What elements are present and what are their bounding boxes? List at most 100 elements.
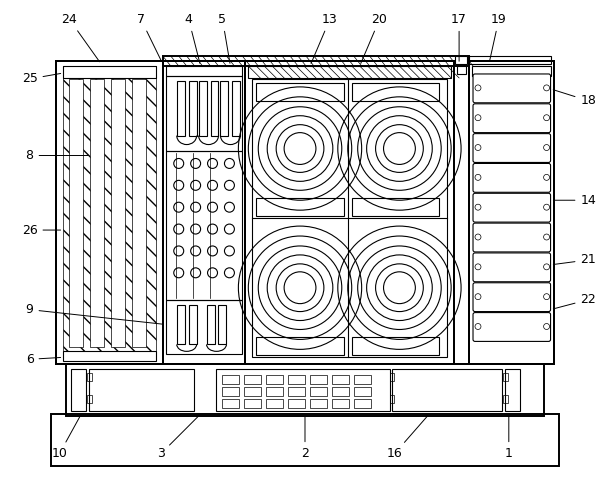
Bar <box>288 375 305 384</box>
Text: 5: 5 <box>218 13 230 63</box>
Text: 18: 18 <box>553 90 596 108</box>
Bar <box>88 373 92 381</box>
Bar <box>188 81 196 136</box>
Bar <box>257 83 344 101</box>
Bar <box>393 369 502 411</box>
Bar <box>503 373 508 381</box>
Bar <box>132 79 146 348</box>
Text: 6: 6 <box>26 353 61 366</box>
Text: 4: 4 <box>185 13 200 63</box>
FancyBboxPatch shape <box>473 74 551 103</box>
Bar <box>266 387 283 396</box>
Text: 2: 2 <box>301 417 309 460</box>
Bar <box>57 61 163 364</box>
Bar <box>111 79 125 348</box>
Bar <box>266 375 283 384</box>
Text: 3: 3 <box>157 416 199 460</box>
Bar <box>166 66 243 76</box>
Text: 8: 8 <box>26 149 88 162</box>
Bar <box>90 79 104 348</box>
Bar <box>57 61 553 364</box>
Bar <box>223 375 240 384</box>
Text: 14: 14 <box>553 194 596 207</box>
Bar <box>457 66 466 74</box>
Bar <box>63 66 156 78</box>
Bar <box>66 364 544 416</box>
Bar <box>88 395 92 403</box>
Bar <box>266 399 283 408</box>
Bar <box>223 387 240 396</box>
Text: 1: 1 <box>505 417 513 460</box>
Text: 19: 19 <box>489 13 506 61</box>
Bar <box>246 61 454 364</box>
Bar <box>244 387 261 396</box>
Bar <box>472 66 551 76</box>
Bar <box>71 369 86 411</box>
Bar <box>310 375 327 384</box>
Bar <box>163 61 246 364</box>
Bar <box>244 399 261 408</box>
Bar <box>166 76 243 151</box>
Bar <box>199 81 207 136</box>
Bar <box>455 56 467 64</box>
Bar <box>390 373 395 381</box>
Bar <box>257 337 344 355</box>
FancyBboxPatch shape <box>473 193 551 222</box>
Text: 24: 24 <box>61 13 100 62</box>
Bar <box>223 399 240 408</box>
Bar <box>210 81 218 136</box>
Bar <box>351 198 439 216</box>
Bar <box>351 337 439 355</box>
Bar <box>244 375 261 384</box>
FancyBboxPatch shape <box>473 223 551 252</box>
Bar <box>252 79 447 357</box>
Text: 13: 13 <box>311 13 337 63</box>
Bar <box>354 375 371 384</box>
Bar <box>63 351 156 361</box>
Text: 10: 10 <box>52 417 80 460</box>
Bar <box>248 66 451 78</box>
Text: 17: 17 <box>451 13 467 61</box>
Bar <box>390 395 395 403</box>
Bar <box>288 399 305 408</box>
Bar <box>505 369 520 411</box>
Bar <box>288 387 305 396</box>
Bar <box>166 151 243 300</box>
FancyBboxPatch shape <box>473 253 551 282</box>
Bar <box>354 387 371 396</box>
Bar <box>215 369 390 411</box>
Bar <box>177 305 185 344</box>
FancyBboxPatch shape <box>473 104 551 132</box>
Text: 9: 9 <box>26 303 163 324</box>
Bar <box>351 83 439 101</box>
Bar <box>454 61 469 364</box>
FancyBboxPatch shape <box>473 133 551 162</box>
Text: 26: 26 <box>22 224 61 237</box>
Bar <box>469 61 553 364</box>
Bar <box>332 399 349 408</box>
Text: 22: 22 <box>553 293 596 309</box>
Bar <box>69 79 83 348</box>
Bar <box>188 305 196 344</box>
Bar <box>63 66 156 78</box>
Bar <box>257 198 344 216</box>
Text: 21: 21 <box>553 253 596 266</box>
Bar <box>221 81 229 136</box>
FancyBboxPatch shape <box>473 283 551 312</box>
Bar <box>163 56 469 66</box>
Bar <box>354 399 371 408</box>
FancyBboxPatch shape <box>473 312 551 341</box>
Bar <box>469 56 551 64</box>
Text: 16: 16 <box>387 416 427 460</box>
Text: 7: 7 <box>137 13 162 61</box>
Bar <box>232 81 240 136</box>
Bar <box>63 69 156 355</box>
Bar <box>89 369 193 411</box>
Text: 25: 25 <box>22 72 61 85</box>
Bar <box>332 387 349 396</box>
FancyBboxPatch shape <box>473 164 551 192</box>
Bar <box>503 395 508 403</box>
Bar <box>310 387 327 396</box>
Bar <box>207 305 215 344</box>
Text: 20: 20 <box>361 13 387 63</box>
